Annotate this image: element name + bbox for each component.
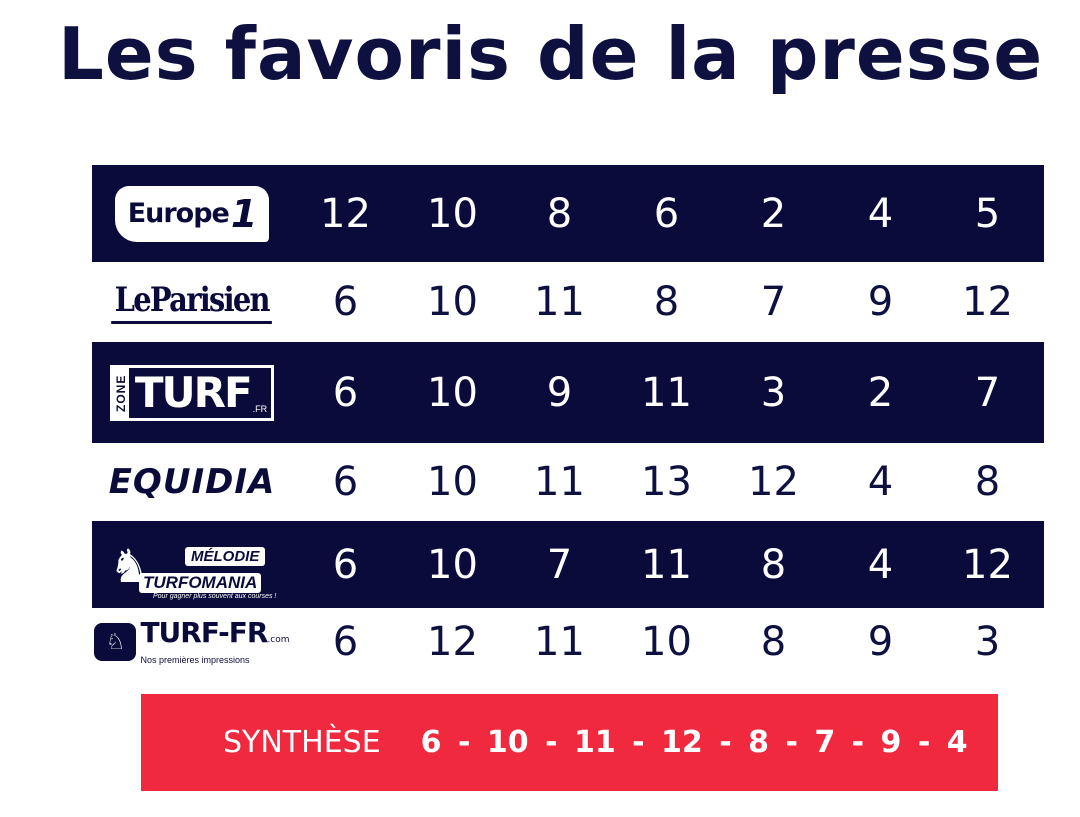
melodie-turfomania-logo: ♞ MÉLODIE TURFOMANIA Pour gagner plus so… bbox=[105, 529, 279, 601]
pick-2: 10 bbox=[427, 279, 478, 325]
pick-4: 11 bbox=[641, 541, 692, 588]
zone-turf-logo-zone: ZONE bbox=[112, 367, 129, 418]
zone-turf-logo: ZONE TURF .FR bbox=[109, 364, 275, 421]
turf-fr-logo-tagline: Nos premières impressions bbox=[140, 654, 250, 665]
pick-6: 4 bbox=[867, 459, 894, 505]
pick-6: 9 bbox=[867, 279, 894, 325]
synthese-banner: SYNTHÈSE 6 - 10 - 11 - 12 - 8 - 7 - 9 - … bbox=[141, 694, 998, 791]
turf-fr-logo-suffix: .com bbox=[267, 634, 290, 645]
synthese-label: SYNTHÈSE bbox=[223, 725, 381, 760]
pick-2: 10 bbox=[427, 459, 478, 505]
le-parisien-logo: LeParisien bbox=[111, 281, 273, 324]
synthese-values: 6 - 10 - 11 - 12 - 8 - 7 - 9 - 4 bbox=[420, 725, 968, 760]
pick-4: 6 bbox=[653, 190, 680, 237]
pick-7: 7 bbox=[974, 369, 1001, 416]
pick-3: 7 bbox=[546, 541, 573, 588]
pick-2: 10 bbox=[427, 541, 478, 588]
table-row-melodie-turfomania: ♞ MÉLODIE TURFOMANIA Pour gagner plus so… bbox=[92, 521, 1044, 608]
pick-5: 2 bbox=[760, 190, 787, 237]
pick-4: 13 bbox=[641, 459, 692, 505]
pick-5: 12 bbox=[748, 459, 799, 505]
pick-3: 8 bbox=[546, 190, 573, 237]
melodie-logo-tagline: Pour gagner plus souvent aux courses ! bbox=[153, 592, 277, 600]
pick-3: 11 bbox=[534, 279, 585, 325]
zone-turf-logo-text: TURF bbox=[134, 367, 253, 417]
pick-3: 11 bbox=[534, 619, 585, 665]
table-row-zone-turf: ZONE TURF .FR 6 10 9 11 3 2 7 bbox=[92, 342, 1044, 443]
logo-cell: EQUIDIA bbox=[92, 443, 292, 521]
logo-cell: Europe 1 bbox=[92, 165, 292, 262]
pick-5: 8 bbox=[760, 619, 787, 665]
pick-7: 3 bbox=[974, 619, 1001, 665]
pick-2: 10 bbox=[427, 190, 478, 237]
europe1-logo-suffix: 1 bbox=[230, 191, 257, 236]
melodie-logo-text: MÉLODIE bbox=[185, 546, 266, 566]
logo-cell: ZONE TURF .FR bbox=[92, 342, 292, 443]
pick-6: 4 bbox=[867, 190, 894, 237]
pick-7: 12 bbox=[962, 541, 1013, 588]
racing-horse-icon: ♘ bbox=[94, 623, 137, 661]
turf-fr-logo: ♘ TURF-FR.com Nos premières impressions bbox=[94, 615, 290, 666]
pick-6: 2 bbox=[867, 369, 894, 416]
pick-5: 3 bbox=[760, 369, 787, 416]
pick-5: 8 bbox=[760, 541, 787, 588]
pick-7: 8 bbox=[974, 459, 1001, 505]
pick-1: 6 bbox=[332, 541, 359, 588]
pick-5: 7 bbox=[760, 279, 787, 325]
logo-cell: ♞ MÉLODIE TURFOMANIA Pour gagner plus so… bbox=[92, 521, 292, 608]
pick-7: 5 bbox=[974, 190, 1001, 237]
pick-7: 12 bbox=[962, 279, 1013, 325]
pick-6: 4 bbox=[867, 541, 894, 588]
logo-cell: ♘ TURF-FR.com Nos premières impressions bbox=[92, 608, 292, 676]
pick-1: 6 bbox=[332, 279, 359, 325]
turfomania-logo-text: TURFOMANIA bbox=[139, 572, 262, 593]
equidia-logo: EQUIDIA bbox=[108, 462, 276, 502]
turf-fr-logo-text: TURF-FR bbox=[140, 615, 268, 649]
pick-2: 10 bbox=[427, 369, 478, 416]
europe1-logo-text: Europe bbox=[127, 198, 230, 229]
pick-1: 6 bbox=[332, 369, 359, 416]
pick-6: 9 bbox=[867, 619, 894, 665]
pick-1: 6 bbox=[332, 459, 359, 505]
pick-3: 11 bbox=[534, 459, 585, 505]
table-row-turf-fr: ♘ TURF-FR.com Nos premières impressions … bbox=[92, 608, 1044, 676]
pick-4: 8 bbox=[653, 279, 680, 325]
pick-1: 6 bbox=[332, 619, 359, 665]
logo-cell: LeParisien bbox=[92, 262, 292, 342]
pick-4: 10 bbox=[641, 619, 692, 665]
pick-2: 12 bbox=[427, 619, 478, 665]
zone-turf-logo-suffix: .FR bbox=[252, 403, 268, 414]
table-row-le-parisien: LeParisien 6 10 11 8 7 9 12 bbox=[92, 262, 1044, 342]
table-row-equidia: EQUIDIA 6 10 11 13 12 4 8 bbox=[92, 443, 1044, 521]
press-picks-table: Europe 1 12 10 8 6 2 4 5 LeParisien 6 10 … bbox=[92, 165, 1044, 676]
pick-4: 11 bbox=[641, 369, 692, 416]
table-row-europe1: Europe 1 12 10 8 6 2 4 5 bbox=[92, 165, 1044, 262]
europe1-logo: Europe 1 bbox=[115, 185, 269, 242]
pick-3: 9 bbox=[546, 369, 573, 416]
page-title: Les favoris de la presse bbox=[58, 12, 1044, 96]
pick-1: 12 bbox=[320, 190, 371, 237]
